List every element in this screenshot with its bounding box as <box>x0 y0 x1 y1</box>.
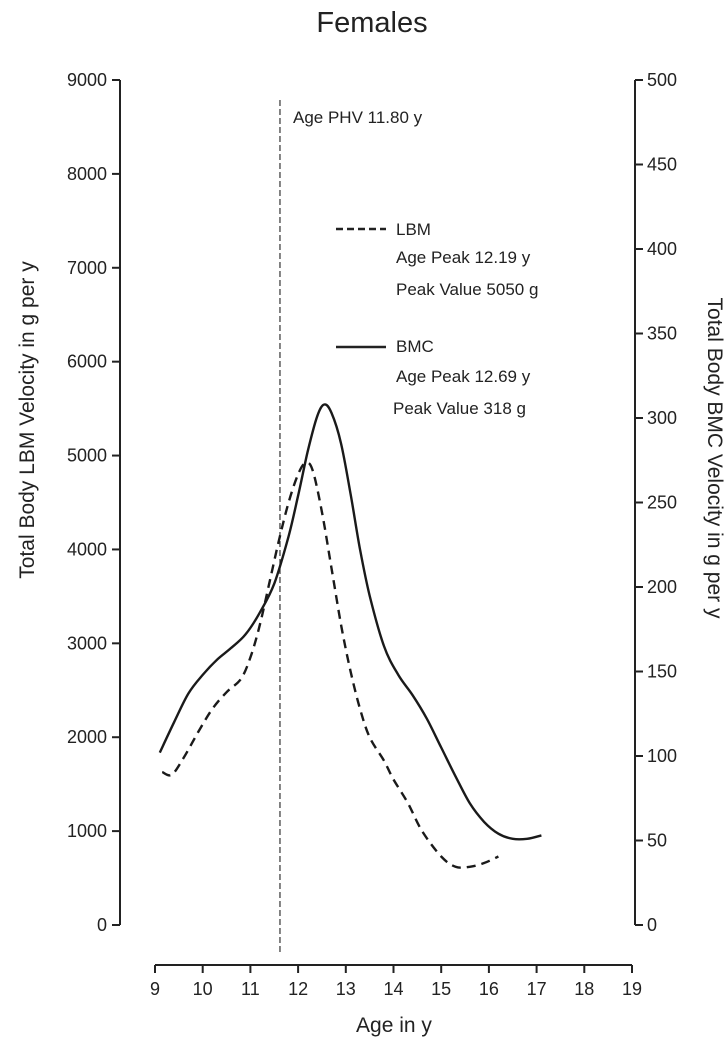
chart-title: Females <box>316 7 427 39</box>
y-left-tick-label: 9000 <box>67 70 107 90</box>
y-right-tick-label: 300 <box>647 408 677 428</box>
y-left-tick-label: 6000 <box>67 352 107 372</box>
y-right-tick-label: 200 <box>647 577 677 597</box>
y-right-tick-label: 400 <box>647 239 677 259</box>
y-left-tick-label: 5000 <box>67 446 107 466</box>
series-line-bmc <box>158 403 542 841</box>
lbm-peak-value: Peak Value 5050 g <box>396 280 538 299</box>
y-axis-left-label: Total Body LBM Velocity in g per y <box>16 261 39 579</box>
y-left-tick-label: 2000 <box>67 727 107 747</box>
x-tick-label: 12 <box>288 979 308 999</box>
x-tick-label: 17 <box>527 979 547 999</box>
x-tick-label: 9 <box>150 979 160 999</box>
tick-layer: 0 1000 2000 3000 4000 5000 6000 7000 8000 9000 0 50… <box>67 70 677 999</box>
y-right-tick-label: 150 <box>647 662 677 682</box>
series-layer <box>158 403 542 869</box>
y-right-tick-label: 450 <box>647 155 677 175</box>
x-tick-label: 16 <box>479 979 499 999</box>
bmc-peak-value: Peak Value 318 g <box>393 399 526 418</box>
x-tick-label: 13 <box>336 979 356 999</box>
y-left-tick-label: 4000 <box>67 539 107 559</box>
y-left-tick-label: 7000 <box>67 258 107 278</box>
axes <box>119 80 636 966</box>
y-axis-right-label: Total Body BMC Velocity in g per y <box>703 298 726 619</box>
series-line-lbm <box>161 461 499 869</box>
bmc-age-peak: Age Peak 12.69 y <box>396 367 531 386</box>
age-phv-label: Age PHV 11.80 y <box>293 108 423 127</box>
y-left-tick-label: 8000 <box>67 164 107 184</box>
y-right-tick-label: 100 <box>647 746 677 766</box>
x-tick-label: 18 <box>574 979 594 999</box>
lbm-age-peak: Age Peak 12.19 y <box>396 248 531 267</box>
y-right-tick-label: 350 <box>647 324 677 344</box>
y-left-tick-label: 1000 <box>67 821 107 841</box>
x-tick-label: 10 <box>193 979 213 999</box>
x-axis-label: Age in y <box>356 1014 432 1037</box>
y-left-tick-label: 0 <box>97 915 107 935</box>
y-right-tick-label: 0 <box>647 915 657 935</box>
legend-bmc-label: BMC <box>396 337 434 356</box>
y-right-tick-label: 250 <box>647 493 677 513</box>
y-right-tick-label: 500 <box>647 70 677 90</box>
x-tick-label: 15 <box>431 979 451 999</box>
y-left-tick-label: 3000 <box>67 633 107 653</box>
y-right-tick-label: 50 <box>647 831 667 851</box>
x-tick-label: 14 <box>383 979 403 999</box>
x-tick-label: 11 <box>241 979 260 999</box>
x-tick-label: 19 <box>622 979 642 999</box>
legend-lbm-label: LBM <box>396 220 431 239</box>
